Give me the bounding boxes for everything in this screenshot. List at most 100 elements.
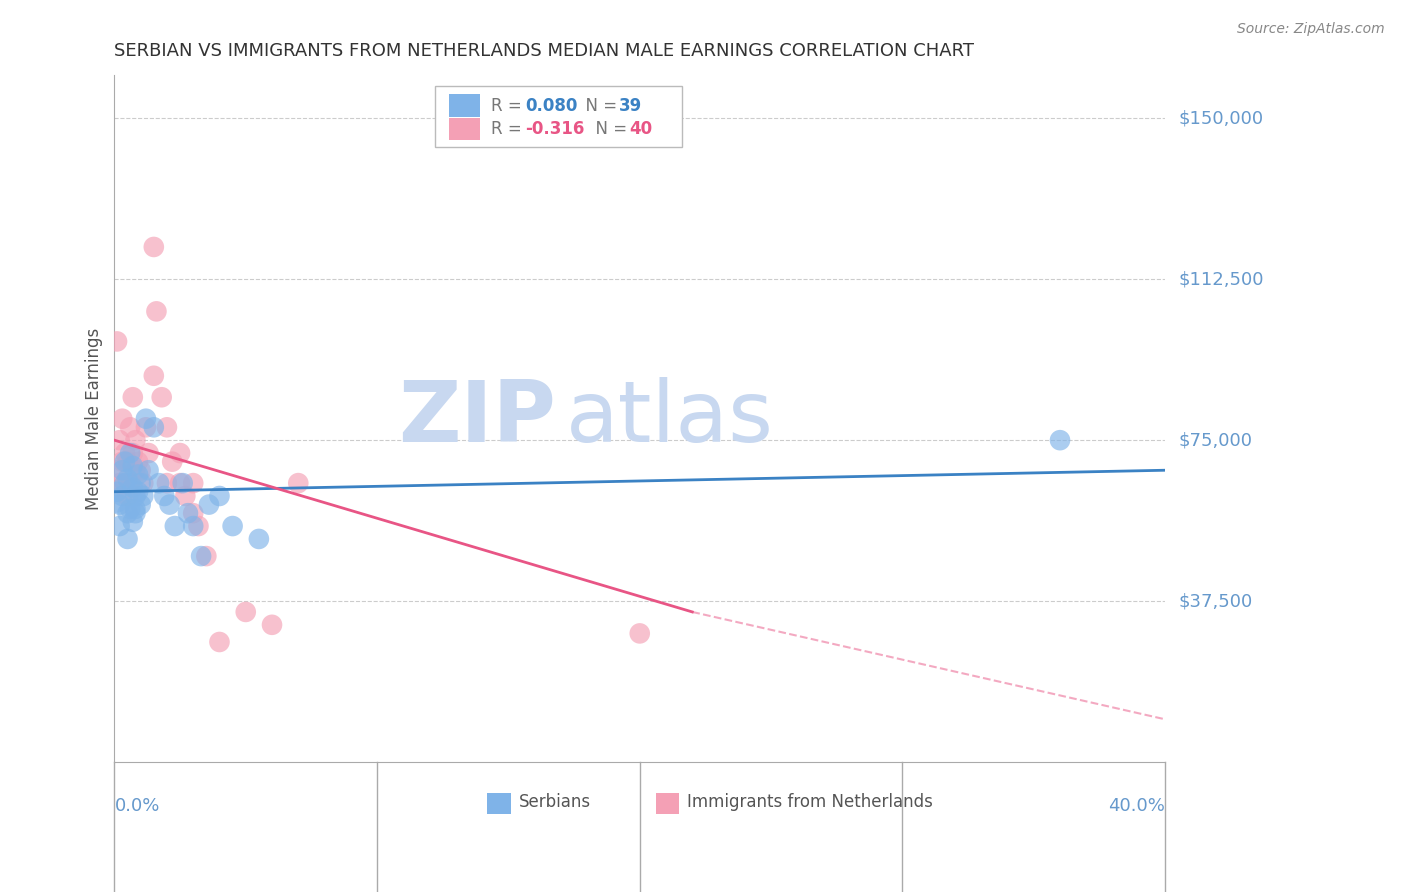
Point: [150, 390, 173, 404]
Point: [142, 420, 165, 434]
Point: [105, 463, 128, 477]
Point: [160, 455, 183, 469]
Point: [120, 501, 142, 516]
Y-axis label: Median Male Earnings: Median Male Earnings: [86, 327, 103, 510]
Point: [148, 476, 170, 491]
Point: [105, 334, 128, 349]
Text: $112,500: $112,500: [1180, 270, 1264, 288]
Point: [156, 476, 179, 491]
Point: [124, 489, 146, 503]
Point: [132, 489, 155, 503]
Point: [287, 476, 309, 491]
Text: 39: 39: [619, 96, 643, 115]
Text: 0.080: 0.080: [526, 96, 578, 115]
Point: [177, 506, 200, 520]
Point: [247, 532, 270, 546]
Bar: [449, 118, 479, 140]
Text: N =: N =: [585, 120, 633, 138]
Point: [120, 476, 142, 491]
Point: [142, 240, 165, 254]
Bar: [488, 793, 510, 814]
Point: [235, 605, 257, 619]
Point: [156, 420, 179, 434]
Point: [127, 455, 149, 469]
Text: ZIP: ZIP: [398, 377, 555, 460]
Point: [121, 390, 143, 404]
Point: [221, 519, 243, 533]
Point: [114, 476, 136, 491]
Point: [132, 476, 155, 491]
Text: Serbians: Serbians: [519, 793, 591, 811]
Point: [169, 446, 191, 460]
Point: [129, 463, 152, 477]
Point: [124, 506, 146, 520]
Point: [117, 506, 139, 520]
Text: R =: R =: [491, 96, 527, 115]
Point: [129, 498, 152, 512]
Point: [111, 455, 134, 469]
Point: [121, 480, 143, 494]
Point: [153, 489, 176, 503]
Point: [195, 549, 218, 563]
Point: [103, 489, 125, 503]
Point: [163, 519, 186, 533]
Text: 0.0%: 0.0%: [114, 797, 160, 814]
Point: [181, 476, 204, 491]
Point: [117, 455, 139, 469]
Bar: [434, 86, 682, 147]
Point: [169, 476, 191, 491]
Point: [108, 519, 131, 533]
Point: [145, 304, 167, 318]
Point: [1049, 433, 1071, 447]
Point: [138, 463, 160, 477]
Text: 40.0%: 40.0%: [1108, 797, 1166, 814]
Point: [127, 484, 149, 499]
Point: [159, 498, 181, 512]
Point: [124, 501, 146, 516]
Text: R =: R =: [491, 120, 527, 138]
Text: $75,000: $75,000: [1180, 431, 1253, 450]
Point: [129, 476, 152, 491]
Point: [121, 458, 143, 473]
Point: [190, 549, 212, 563]
Point: [124, 433, 146, 447]
Text: Source: ZipAtlas.com: Source: ZipAtlas.com: [1237, 22, 1385, 37]
Text: -0.316: -0.316: [526, 120, 585, 138]
Point: [108, 433, 131, 447]
Point: [120, 446, 142, 460]
Point: [111, 489, 134, 503]
Bar: [655, 793, 679, 814]
Point: [111, 463, 134, 477]
Point: [260, 617, 283, 632]
Point: [135, 420, 157, 434]
Text: atlas: atlas: [567, 377, 775, 460]
Point: [181, 519, 204, 533]
Point: [108, 476, 131, 491]
Point: [108, 498, 131, 512]
Point: [114, 455, 136, 469]
Point: [124, 463, 146, 477]
Point: [174, 489, 197, 503]
Text: Immigrants from Netherlands: Immigrants from Netherlands: [688, 793, 934, 811]
Text: SERBIAN VS IMMIGRANTS FROM NETHERLANDS MEDIAN MALE EARNINGS CORRELATION CHART: SERBIAN VS IMMIGRANTS FROM NETHERLANDS M…: [114, 42, 974, 60]
Point: [114, 476, 136, 491]
Point: [105, 484, 128, 499]
Text: $150,000: $150,000: [1180, 109, 1264, 128]
Point: [181, 506, 204, 520]
Point: [142, 368, 165, 383]
Point: [208, 635, 231, 649]
Text: $37,500: $37,500: [1180, 592, 1253, 610]
Point: [121, 515, 143, 529]
Point: [198, 498, 221, 512]
Point: [120, 420, 142, 434]
Point: [117, 532, 139, 546]
Point: [628, 626, 651, 640]
Point: [172, 476, 194, 491]
Point: [114, 446, 136, 460]
Point: [117, 472, 139, 486]
Text: 40: 40: [630, 120, 652, 138]
Point: [127, 467, 149, 482]
Text: N =: N =: [575, 96, 621, 115]
Point: [135, 411, 157, 425]
Point: [187, 519, 209, 533]
